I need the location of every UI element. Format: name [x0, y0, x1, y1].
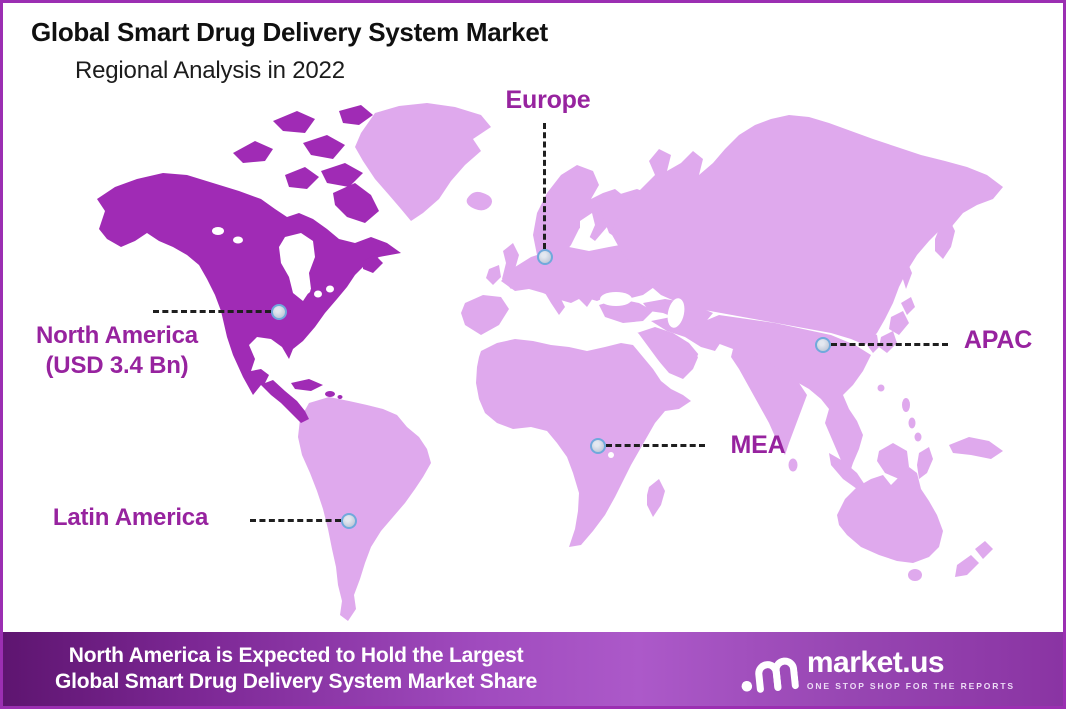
region-sri-lanka	[788, 458, 798, 472]
map-regions-base	[298, 103, 1003, 621]
region-arctic-island-4	[339, 105, 373, 125]
region-philippines-1	[902, 398, 910, 412]
water-lake-victoria	[608, 452, 614, 458]
europe-connector-line	[543, 123, 546, 249]
region-new-guinea	[949, 437, 1003, 459]
water-great-slave-lake	[233, 236, 243, 244]
map-water	[212, 213, 711, 458]
label-apac: APAC	[963, 326, 1033, 354]
region-na-mainland	[97, 173, 401, 423]
north-america-marker	[271, 304, 287, 320]
page-title: Global Smart Drug Delivery System Market	[31, 17, 548, 47]
mea-connector-line	[606, 444, 705, 447]
footer-caption: North America is Expected to Hold the La…	[55, 643, 537, 695]
apac-connector-line	[831, 343, 948, 346]
label-north-america-value: (USD 3.4 Bn)	[45, 352, 189, 379]
region-arctic-island-6	[285, 167, 319, 189]
water-great-bear-lake	[212, 227, 224, 235]
water-black-sea	[600, 292, 632, 306]
marketus-logo-icon	[741, 657, 799, 693]
label-north-america-name: North America	[36, 322, 198, 349]
region-nz-north	[975, 541, 993, 559]
label-north-america: North America (USD 3.4 Bn)	[11, 321, 223, 381]
apac-marker	[815, 337, 831, 353]
label-latin-america: Latin America	[52, 504, 209, 531]
region-china-sea	[695, 315, 871, 475]
region-arctic-island-2	[273, 111, 315, 133]
region-south-america	[298, 397, 431, 621]
region-ireland	[486, 265, 501, 285]
region-iberia	[461, 295, 509, 335]
region-australia	[837, 467, 943, 563]
world-map	[97, 103, 1003, 621]
region-greece	[575, 283, 595, 307]
region-iceland	[466, 191, 492, 211]
region-philippines-2	[908, 417, 916, 429]
region-japan-main	[889, 311, 909, 335]
region-korea	[867, 331, 879, 353]
brand-name: market.us	[806, 645, 945, 679]
region-puerto-rico	[337, 395, 343, 399]
latin-america-connector-line	[250, 519, 341, 522]
europe-marker	[537, 249, 553, 265]
region-nz-south	[955, 555, 979, 577]
region-arctic-island-1	[233, 141, 273, 163]
region-madagascar	[647, 479, 665, 517]
map-region-north-america	[97, 105, 401, 423]
region-cuba	[291, 379, 323, 391]
north-america-connector-line	[153, 310, 271, 313]
region-greenland	[355, 103, 491, 221]
brand-tagline: ONE STOP SHOP FOR THE REPORTS	[806, 680, 1015, 691]
region-italy	[543, 281, 565, 315]
region-japan-south	[879, 331, 897, 353]
footer-caption-line2: Global Smart Drug Delivery System Market…	[55, 670, 538, 693]
region-japan-north	[901, 297, 915, 315]
region-arctic-island-5	[321, 163, 363, 187]
region-hispaniola	[325, 391, 335, 397]
footer-banner: North America is Expected to Hold the La…	[3, 632, 1063, 706]
footer-caption-line1: North America is Expected to Hold the La…	[68, 644, 524, 667]
latin-america-marker	[341, 513, 357, 529]
region-kamchatka	[935, 219, 955, 259]
water-persian-gulf	[697, 349, 711, 359]
water-great-lake-1	[301, 286, 311, 294]
region-siberia	[611, 115, 1003, 345]
region-sulawesi	[917, 447, 933, 479]
label-europe: Europe	[505, 86, 591, 114]
region-sakhalin	[901, 261, 912, 289]
water-baltic-sea	[580, 213, 595, 241]
water-hudson-bay	[279, 233, 315, 301]
water-caspian-sea	[667, 298, 685, 328]
region-philippines-3	[914, 432, 922, 442]
page-subtitle: Regional Analysis in 2022	[75, 57, 345, 84]
brand-text: market.us ONE STOP SHOP FOR THE REPORTS	[806, 645, 1015, 691]
region-taiwan	[877, 384, 885, 392]
region-sumatra	[829, 453, 865, 489]
region-india	[731, 349, 807, 455]
region-newfoundland	[363, 255, 383, 273]
region-iran	[651, 317, 723, 351]
water-great-lake-2	[314, 290, 322, 298]
mea-marker	[590, 438, 606, 454]
water-red-sea	[632, 332, 668, 378]
region-scandinavia	[533, 165, 625, 261]
header: Global Smart Drug Delivery System Market…	[31, 17, 548, 85]
region-africa	[476, 339, 691, 547]
brand-block: market.us ONE STOP SHOP FOR THE REPORTS	[739, 645, 1015, 693]
region-baffin	[333, 183, 379, 223]
region-borneo	[877, 443, 909, 479]
region-arctic-island-3	[303, 135, 345, 159]
water-great-lake-3	[326, 285, 334, 293]
region-tasmania	[908, 569, 922, 581]
label-mea: MEA	[730, 431, 786, 459]
region-arabia	[637, 327, 699, 379]
